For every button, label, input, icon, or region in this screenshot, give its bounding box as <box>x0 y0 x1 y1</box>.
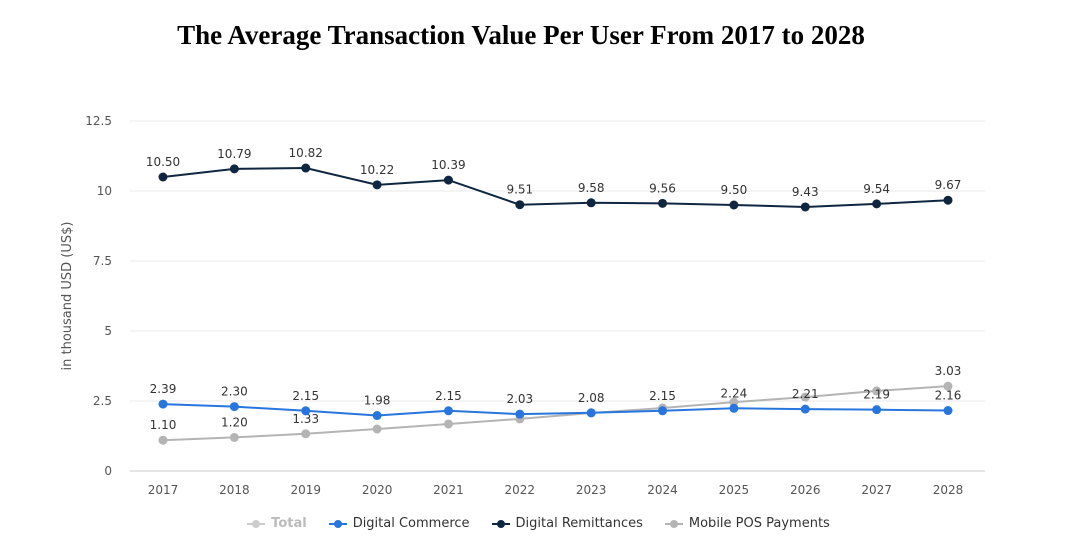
legend-item[interactable]: Total <box>247 516 307 531</box>
legend-item[interactable]: Digital Remittances <box>491 516 643 531</box>
legend-marker-icon <box>247 519 266 528</box>
data-label: 2.39 <box>150 382 177 396</box>
data-point <box>729 200 739 210</box>
y-tick-label: 10 <box>97 184 112 198</box>
series-line-mobile-pos-payments <box>162 385 949 442</box>
data-label: 1.20 <box>221 415 248 429</box>
data-point <box>229 432 239 442</box>
data-point <box>229 402 239 412</box>
legend-label: Total <box>271 516 307 531</box>
x-tick-label: 2023 <box>576 483 607 497</box>
x-tick-label: 2025 <box>719 483 750 497</box>
data-label: 9.51 <box>506 183 533 197</box>
data-label: 2.21 <box>792 387 819 401</box>
x-tick-label: 2019 <box>290 483 321 497</box>
data-point <box>586 198 596 208</box>
data-label: 2.08 <box>578 391 605 405</box>
y-tick-label: 2.5 <box>93 394 112 408</box>
y-tick-label: 5 <box>104 324 112 338</box>
data-point <box>158 435 168 445</box>
data-point <box>372 180 382 190</box>
data-point <box>158 172 168 182</box>
data-point <box>158 399 168 409</box>
data-point <box>372 424 382 434</box>
data-point <box>301 163 311 173</box>
data-point <box>658 406 668 416</box>
data-point <box>372 411 382 421</box>
legend-marker-icon <box>328 519 347 528</box>
data-point <box>800 202 810 212</box>
data-point <box>515 200 525 210</box>
data-point <box>443 419 453 429</box>
data-label: 10.50 <box>146 155 180 169</box>
legend-label: Digital Commerce <box>352 516 470 531</box>
legend-label: Mobile POS Payments <box>688 516 830 531</box>
data-point <box>301 406 311 416</box>
data-label: 2.15 <box>649 389 676 403</box>
data-label: 2.16 <box>935 389 962 403</box>
data-label: 9.43 <box>792 185 819 199</box>
data-label: 3.03 <box>935 364 962 378</box>
data-point <box>229 164 239 174</box>
data-label: 1.98 <box>364 394 391 408</box>
legend-label: Digital Remittances <box>515 516 643 531</box>
y-tick-label: 12.5 <box>85 114 112 128</box>
x-tick-label: 2028 <box>933 483 964 497</box>
x-tick-label: 2027 <box>861 483 892 497</box>
data-label: 10.22 <box>360 163 394 177</box>
data-label: 2.30 <box>221 385 248 399</box>
data-point <box>443 406 453 416</box>
data-point <box>943 195 953 205</box>
x-tick-label: 2018 <box>219 483 250 497</box>
data-label: 2.19 <box>863 388 890 402</box>
data-point <box>872 405 882 415</box>
legend-item[interactable]: Digital Commerce <box>328 516 470 531</box>
x-tick-label: 2021 <box>433 483 464 497</box>
data-label: 10.79 <box>217 147 251 161</box>
data-label: 9.58 <box>578 181 605 195</box>
data-label: 2.15 <box>435 389 462 403</box>
legend-marker-icon <box>664 519 683 528</box>
data-label: 9.50 <box>721 183 748 197</box>
y-tick-label: 0 <box>104 464 112 478</box>
x-tick-label: 2024 <box>647 483 678 497</box>
y-axis-label: in thousand USD (US$) <box>60 222 75 371</box>
x-tick-label: 2020 <box>362 483 393 497</box>
data-point <box>872 386 882 396</box>
data-label: 9.54 <box>863 182 890 196</box>
data-point <box>943 406 953 416</box>
data-label: 2.24 <box>721 386 748 400</box>
chart-title: The Average Transaction Value Per User F… <box>177 20 865 50</box>
data-label: 10.82 <box>289 146 323 160</box>
data-label: 9.56 <box>649 181 676 195</box>
x-tick-label: 2022 <box>505 483 536 497</box>
data-point <box>658 198 668 208</box>
data-point <box>729 397 739 407</box>
legend: Total Digital Commerce Digital Remittances… <box>0 516 1077 531</box>
x-tick-label: 2026 <box>790 483 821 497</box>
data-point <box>943 381 953 391</box>
series-line-digital-commerce <box>162 403 949 417</box>
data-point <box>586 408 596 418</box>
data-point <box>872 199 882 209</box>
y-tick-label: 7.5 <box>93 254 112 268</box>
legend-item[interactable]: Mobile POS Payments <box>664 516 830 531</box>
series-line-digital-remittances <box>162 167 949 208</box>
legend-marker-icon <box>491 519 510 528</box>
data-point <box>729 403 739 413</box>
data-label: 2.03 <box>506 392 533 406</box>
data-point <box>301 429 311 439</box>
data-label: 1.33 <box>292 412 319 426</box>
data-point <box>800 404 810 414</box>
data-label: 10.39 <box>431 158 465 172</box>
data-label: 9.67 <box>935 178 962 192</box>
data-label: 1.10 <box>150 418 177 432</box>
data-label: 2.15 <box>292 389 319 403</box>
data-point <box>443 175 453 185</box>
data-point <box>800 392 810 402</box>
x-tick-label: 2017 <box>148 483 179 497</box>
data-point <box>515 409 525 419</box>
